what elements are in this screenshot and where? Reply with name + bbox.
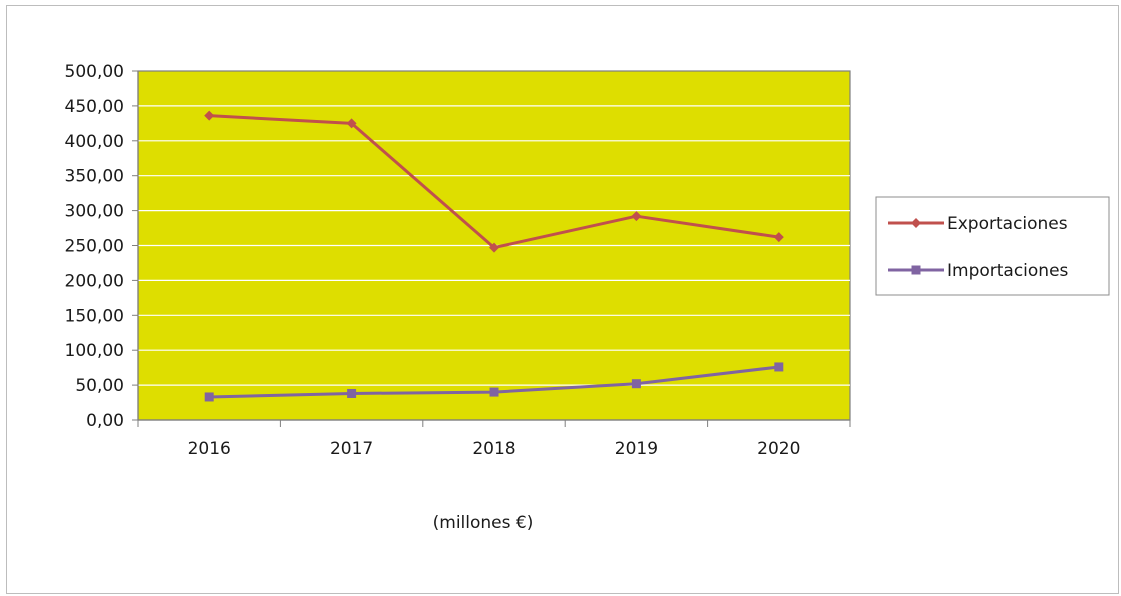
x-axis-tick-labels: 2016 2017 2018 2019 2020 (188, 439, 801, 459)
data-point (204, 392, 214, 402)
y-tick-label: 150,00 (65, 306, 124, 326)
legend-marker (911, 265, 921, 275)
legend-marker (911, 218, 921, 228)
data-point (774, 362, 784, 372)
axes (137, 71, 851, 427)
y-tick-label: 50,00 (75, 376, 124, 396)
y-tick-label: 0,00 (86, 411, 124, 431)
data-point (489, 387, 499, 397)
data-point (489, 242, 499, 253)
y-tick-label: 400,00 (65, 132, 124, 152)
y-tick-label: 500,00 (65, 62, 124, 82)
x-tick-label: 2018 (472, 439, 515, 459)
data-point (631, 379, 641, 389)
y-tick-label: 250,00 (65, 237, 124, 257)
data-point (347, 388, 357, 398)
legend-label: Exportaciones (947, 214, 1068, 234)
legend-label: Importaciones (947, 261, 1069, 281)
y-tick-label: 200,00 (65, 271, 124, 291)
y-tick-label: 300,00 (65, 202, 124, 222)
x-axis-label: (millones €) (433, 513, 534, 533)
data-point (631, 211, 642, 222)
x-tick-label: 2017 (330, 439, 373, 459)
data-point (346, 118, 357, 129)
y-tick-label: 100,00 (65, 341, 124, 361)
y-tick-label: 350,00 (65, 167, 124, 187)
legend-box (875, 196, 1110, 296)
y-axis-tick-labels: 0,00 50,00 100,00 150,00 200,00 250,00 300,00 3… (65, 62, 124, 431)
x-tick-label: 2020 (757, 439, 800, 459)
data-point (204, 110, 215, 121)
x-tick-label: 2016 (188, 439, 231, 459)
series-group (204, 110, 784, 402)
data-point (773, 232, 784, 243)
x-tick-label: 2019 (615, 439, 658, 459)
y-tick-label: 450,00 (65, 97, 124, 117)
legend: Exportaciones Importaciones (875, 196, 1110, 296)
